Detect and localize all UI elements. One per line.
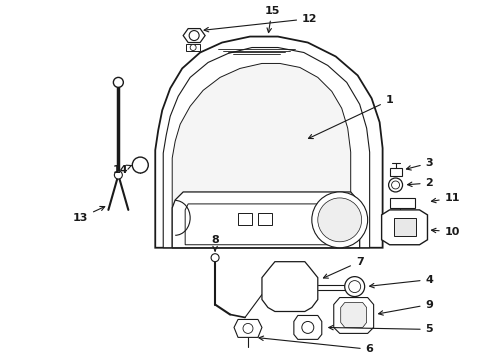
Polygon shape xyxy=(155,37,383,248)
Polygon shape xyxy=(294,315,322,339)
Text: 15: 15 xyxy=(264,6,280,33)
Polygon shape xyxy=(334,298,374,333)
Circle shape xyxy=(114,171,122,179)
Text: 5: 5 xyxy=(329,324,433,334)
Polygon shape xyxy=(382,210,427,245)
Circle shape xyxy=(190,45,196,50)
Polygon shape xyxy=(258,213,272,225)
Text: 11: 11 xyxy=(432,193,460,203)
Circle shape xyxy=(349,280,361,293)
Polygon shape xyxy=(186,44,200,50)
Polygon shape xyxy=(393,218,416,236)
Text: 4: 4 xyxy=(369,275,434,288)
Polygon shape xyxy=(341,302,367,328)
Polygon shape xyxy=(172,63,351,248)
Polygon shape xyxy=(262,262,318,311)
Polygon shape xyxy=(390,198,415,208)
Text: 10: 10 xyxy=(432,227,460,237)
Polygon shape xyxy=(163,48,369,248)
Circle shape xyxy=(392,181,399,189)
Polygon shape xyxy=(238,213,252,225)
Circle shape xyxy=(132,157,148,173)
Circle shape xyxy=(312,192,368,248)
Text: 14: 14 xyxy=(113,165,131,175)
Text: 1: 1 xyxy=(309,95,393,139)
Text: 9: 9 xyxy=(379,300,434,315)
Text: 7: 7 xyxy=(323,257,364,278)
Text: 6: 6 xyxy=(259,336,373,354)
Polygon shape xyxy=(234,319,262,337)
Circle shape xyxy=(318,198,362,242)
Polygon shape xyxy=(183,28,205,42)
Circle shape xyxy=(211,254,219,262)
Circle shape xyxy=(345,276,365,297)
Polygon shape xyxy=(172,192,360,248)
Text: 8: 8 xyxy=(211,235,219,251)
Text: 13: 13 xyxy=(73,206,105,223)
Polygon shape xyxy=(185,204,348,245)
Text: 12: 12 xyxy=(204,14,318,32)
Circle shape xyxy=(389,178,403,192)
Circle shape xyxy=(113,77,123,87)
Text: 3: 3 xyxy=(406,158,433,170)
Text: 2: 2 xyxy=(408,178,433,188)
Polygon shape xyxy=(390,168,401,176)
Circle shape xyxy=(302,321,314,333)
Circle shape xyxy=(243,323,253,333)
Circle shape xyxy=(189,31,199,41)
